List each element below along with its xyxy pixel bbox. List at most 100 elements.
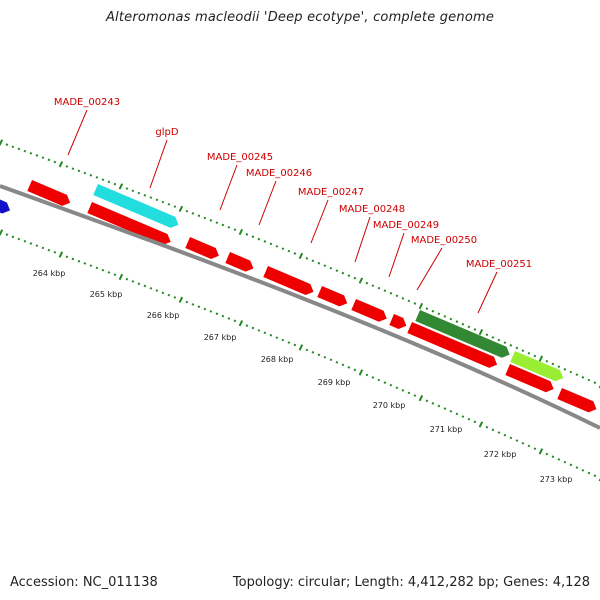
kbp-label: 271 kbp xyxy=(430,425,463,434)
outer-minor-tick xyxy=(449,317,453,321)
outer-minor-tick xyxy=(527,351,531,355)
outer-minor-tick xyxy=(587,378,591,382)
inner-minor-tick xyxy=(593,474,597,478)
leader-line xyxy=(258,180,277,226)
outer-minor-tick xyxy=(209,219,213,222)
inner-minor-tick xyxy=(395,386,399,390)
outer-minor-tick xyxy=(425,307,429,310)
outer-minor-tick xyxy=(443,315,447,318)
outer-minor-tick xyxy=(329,266,333,270)
inner-minor-tick xyxy=(125,277,129,281)
inner-major-tick xyxy=(58,251,64,258)
inner-minor-tick xyxy=(413,394,417,397)
kbp-label: 266 kbp xyxy=(147,311,180,320)
inner-minor-tick xyxy=(497,431,501,434)
kbp-label: 265 kbp xyxy=(90,290,123,299)
inner-minor-tick xyxy=(209,310,213,313)
kbp-label: 269 kbp xyxy=(318,378,351,387)
leader-line xyxy=(388,232,405,278)
inner-minor-tick xyxy=(23,239,27,243)
inner-minor-tick xyxy=(191,303,195,306)
outer-minor-tick xyxy=(89,173,93,177)
inner-minor-tick xyxy=(155,289,159,292)
outer-minor-tick xyxy=(257,237,261,241)
outer-minor-tick xyxy=(515,346,519,350)
inner-minor-tick xyxy=(455,412,459,416)
outer-major-tick xyxy=(58,161,64,168)
outer-minor-tick xyxy=(29,151,33,155)
outer-minor-tick xyxy=(563,368,567,371)
outer-minor-tick xyxy=(155,198,159,202)
gene-right-1 xyxy=(505,364,554,393)
inner-minor-tick xyxy=(377,378,381,382)
inner-minor-tick xyxy=(275,336,279,339)
outer-minor-tick xyxy=(227,226,231,229)
gene-MADE_00249b-shape xyxy=(351,299,387,322)
outer-minor-tick xyxy=(233,228,237,232)
outer-minor-tick xyxy=(569,370,573,374)
inner-major-tick xyxy=(298,344,304,351)
inner-minor-tick xyxy=(11,235,15,239)
outer-minor-tick xyxy=(407,299,411,303)
label-leaders xyxy=(67,109,498,314)
outer-minor-tick xyxy=(413,302,417,305)
gene-right-1-shape xyxy=(505,364,554,393)
outer-minor-tick xyxy=(47,158,51,162)
outer-minor-tick xyxy=(365,281,369,285)
inner-minor-tick xyxy=(287,341,291,344)
outer-minor-tick xyxy=(137,191,141,195)
inner-minor-tick xyxy=(533,447,537,451)
outer-minor-tick xyxy=(581,376,585,379)
outer-minor-tick xyxy=(437,312,441,316)
outer-minor-tick xyxy=(305,257,309,260)
outer-minor-tick xyxy=(83,171,87,175)
inner-minor-tick xyxy=(293,343,297,347)
gene-MADE_00245 xyxy=(87,202,171,246)
gene-MADE_00251-shape xyxy=(407,322,498,368)
inner-minor-tick xyxy=(251,326,255,330)
inner-minor-tick xyxy=(407,391,411,395)
outer-minor-tick xyxy=(293,252,297,255)
outer-minor-tick xyxy=(101,178,105,182)
kbp-label: 273 kbp xyxy=(540,475,573,484)
outer-minor-tick xyxy=(317,261,321,265)
inner-minor-tick xyxy=(47,248,51,252)
outer-major-tick xyxy=(478,329,484,336)
inner-minor-tick xyxy=(545,452,549,456)
outer-minor-tick xyxy=(107,180,111,184)
inner-minor-tick xyxy=(467,417,471,421)
outer-minor-tick xyxy=(545,359,549,363)
outer-minor-tick xyxy=(491,336,495,339)
gene-MADE_00247-shape xyxy=(225,252,254,272)
outer-minor-tick xyxy=(551,362,555,366)
outer-major-tick xyxy=(178,205,184,213)
gene-MADE_00251-dark-shape xyxy=(415,310,510,358)
inner-minor-tick xyxy=(575,466,579,469)
accession-text: Accession: NC_011138 xyxy=(10,575,158,590)
kbp-labels: 264 kbp 265 kbp 266 kbp 267 kbp 268 kbp 269 k… xyxy=(33,269,573,484)
inner-minor-tick xyxy=(77,259,81,263)
inner-major-tick xyxy=(538,448,544,455)
inner-minor-tick xyxy=(353,368,357,372)
outer-minor-tick xyxy=(497,338,501,342)
inner-minor-tick xyxy=(233,319,237,323)
outer-minor-tick xyxy=(575,373,579,377)
gene-label: MADE_00249 xyxy=(373,220,439,231)
inner-minor-tick xyxy=(311,351,315,354)
inner-minor-tick xyxy=(5,233,9,236)
inner-major-tick xyxy=(358,369,364,376)
outer-minor-tick xyxy=(275,244,279,248)
inner-minor-tick xyxy=(521,441,525,445)
inner-minor-tick xyxy=(323,356,327,359)
inner-major-tick xyxy=(418,395,424,402)
gene-MADE_00246-shape xyxy=(185,237,219,259)
inner-minor-tick xyxy=(185,300,189,304)
inner-minor-tick xyxy=(551,455,555,459)
outer-minor-tick xyxy=(131,189,135,193)
outer-minor-tick xyxy=(53,160,57,164)
inner-minor-tick xyxy=(527,444,531,448)
kbp-label: 270 kbp xyxy=(373,401,406,410)
inner-minor-tick xyxy=(95,266,99,270)
outer-minor-tick xyxy=(5,143,9,146)
